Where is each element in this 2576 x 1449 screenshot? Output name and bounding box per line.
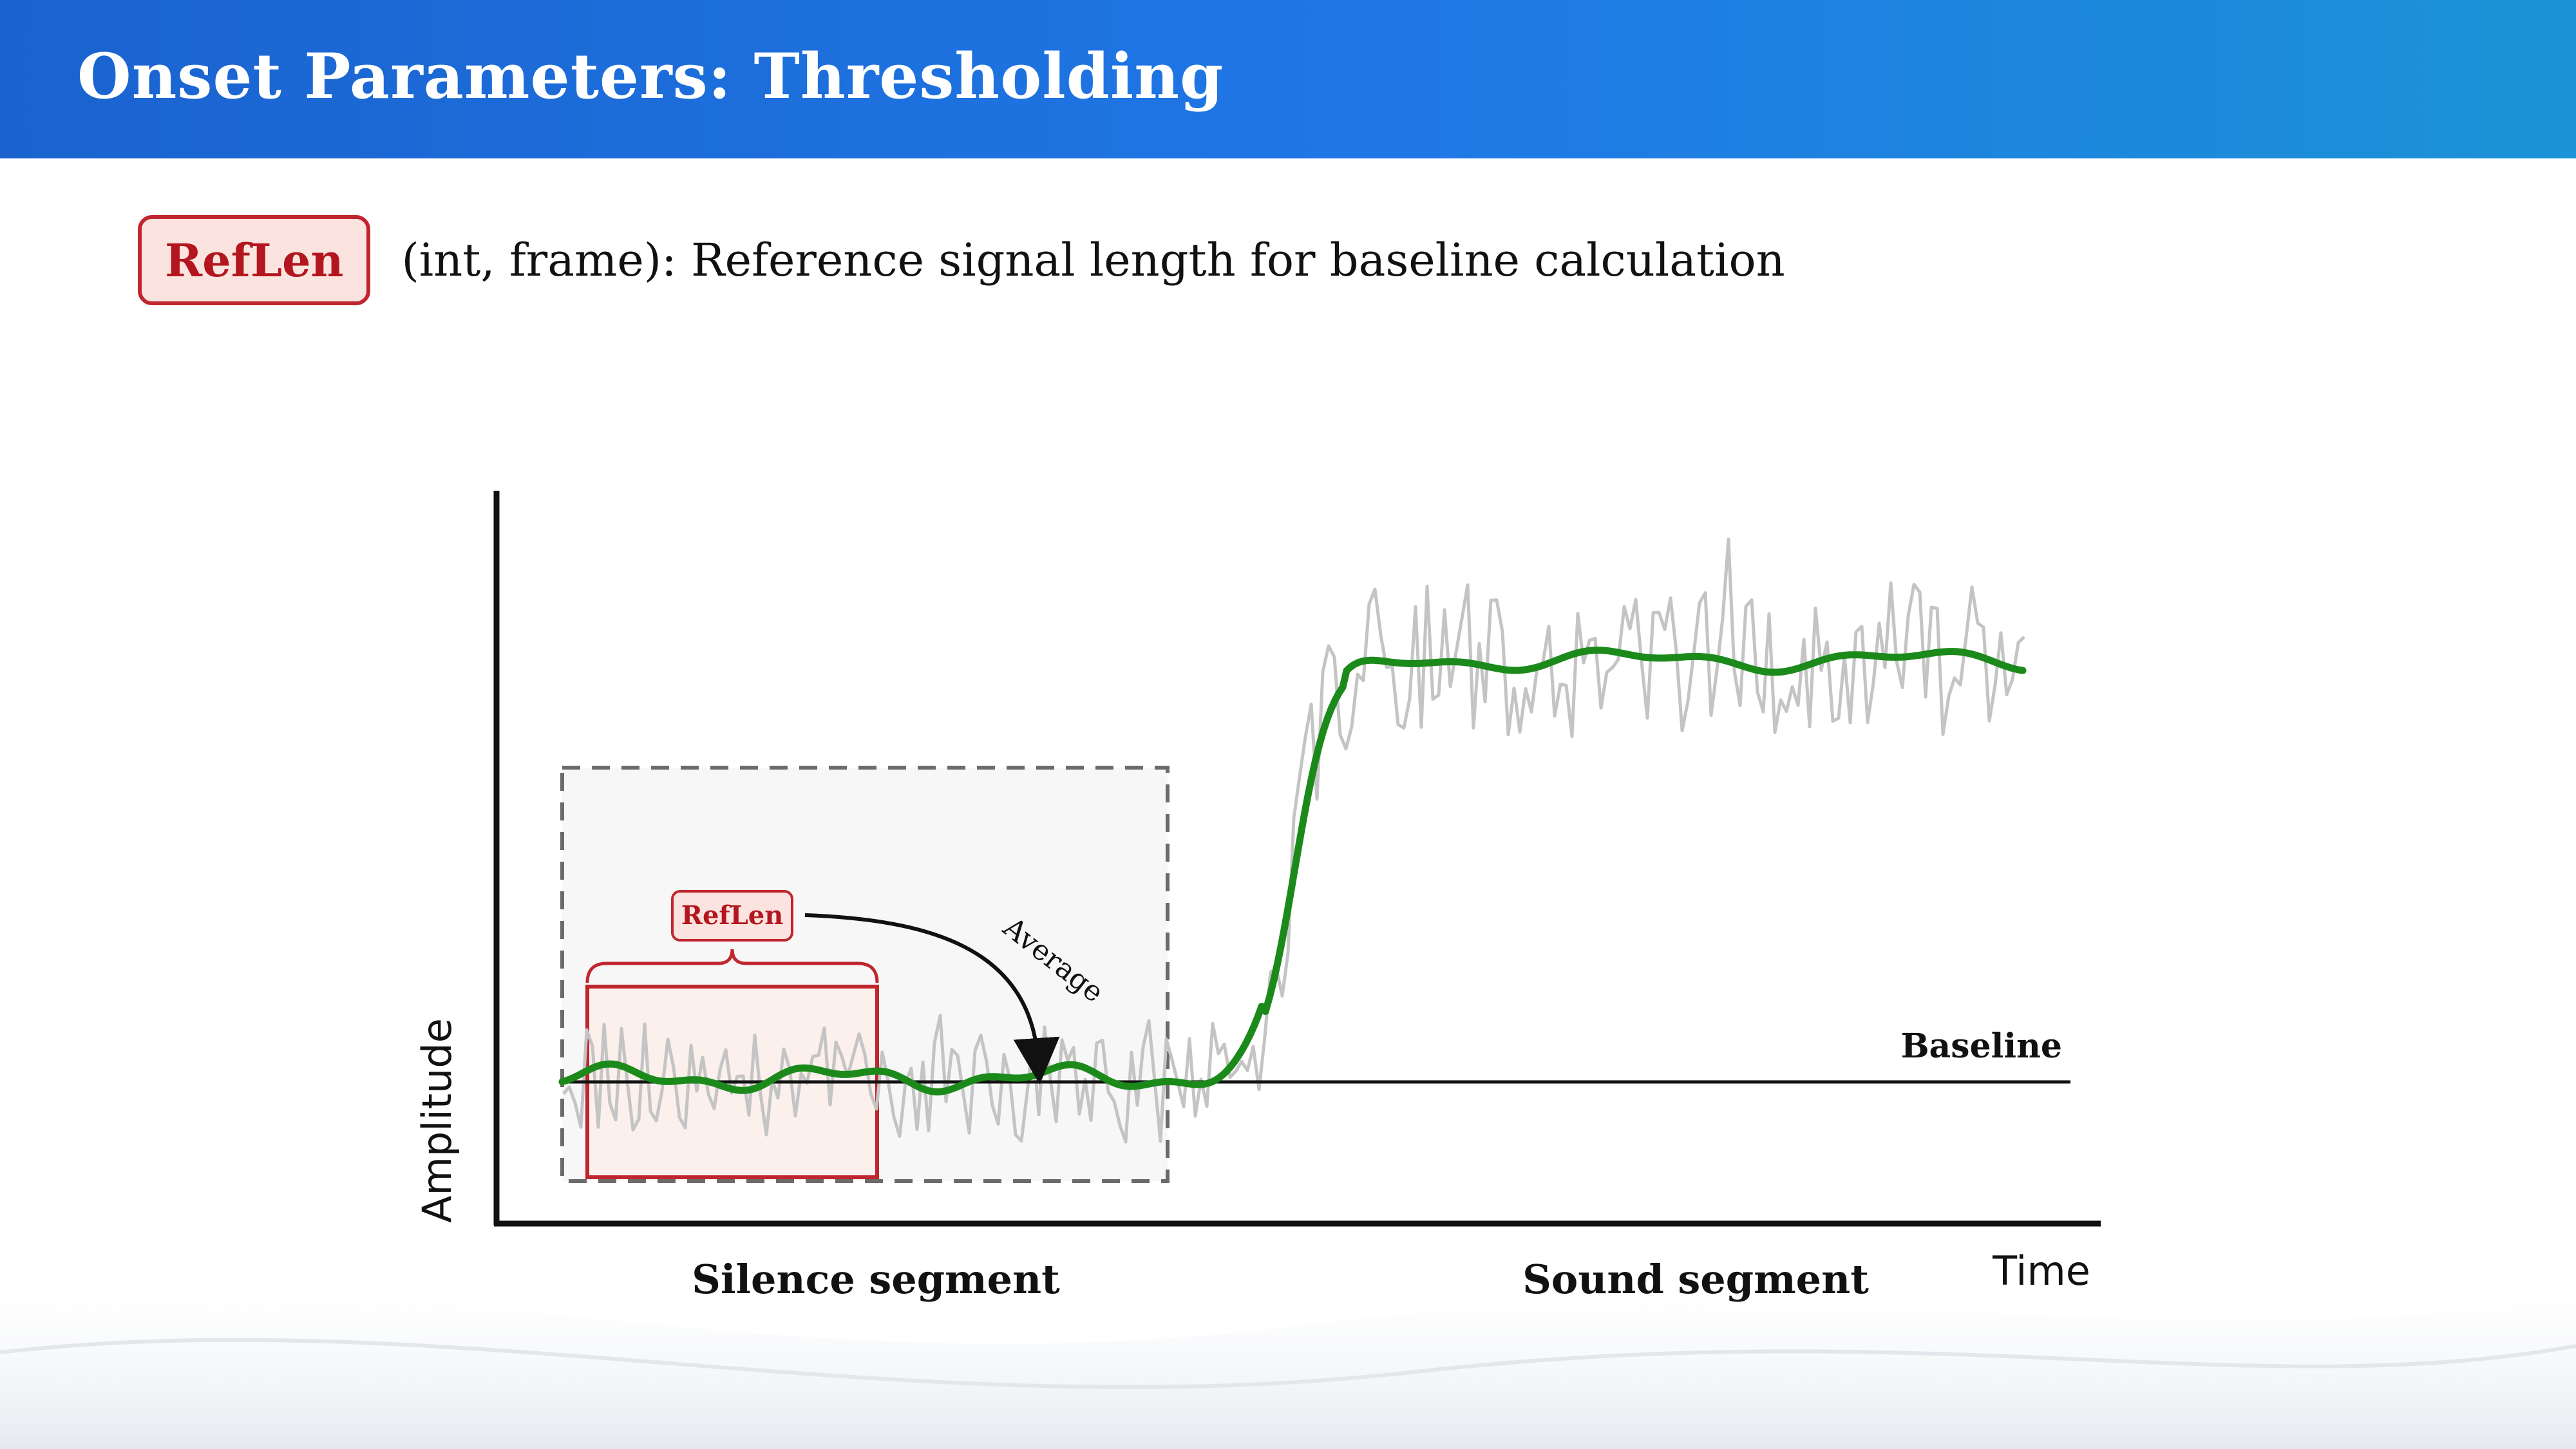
sound-segment-label: Sound segment	[1522, 1256, 1869, 1303]
smoothed-signal-line	[558, 647, 2027, 1095]
average-arrow	[804, 913, 1060, 1084]
silence-segment-label: Silence segment	[692, 1256, 1060, 1303]
reflen-label-box	[671, 890, 793, 942]
baseline-label: Baseline	[1901, 1027, 2062, 1066]
title-bar: Onset Parameters: Thresholding	[0, 0, 2576, 158]
reflen-label: RefLen	[681, 900, 784, 931]
background-wave	[0, 1289, 2576, 1449]
parameter-row: RefLen (int, frame): Reference signal le…	[138, 215, 1785, 305]
parameter-badge: RefLen	[138, 215, 371, 305]
reflen-brace	[585, 949, 879, 983]
y-axis-label: Amplitude	[413, 1018, 460, 1223]
x-axis-label: Time	[1992, 1247, 2090, 1294]
parameter-description: (int, frame): Reference signal length fo…	[401, 234, 1785, 287]
slide-title: Onset Parameters: Thresholding	[77, 40, 1224, 113]
